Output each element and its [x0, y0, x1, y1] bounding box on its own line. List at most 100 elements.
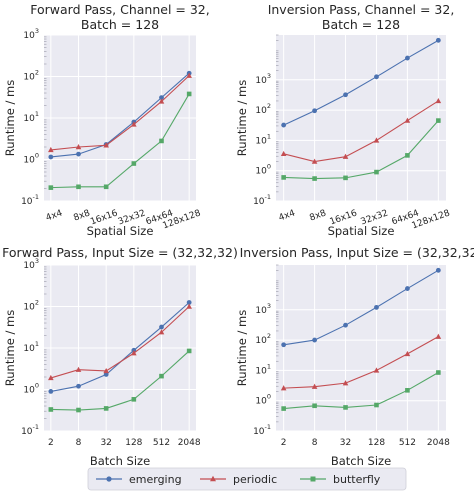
data-point-periodic [75, 144, 82, 150]
legend-marker-butterfly [310, 476, 316, 482]
subplot-forward-batch: 10-1 100 101 102 103 2 8 32 128 512 2048 Forward Pa… [2, 245, 238, 468]
y-tick-label: 100 [23, 152, 39, 166]
y-tick-label: 103 [23, 27, 39, 41]
data-point-butterfly [131, 397, 137, 402]
data-point-periodic [311, 158, 318, 164]
data-point-butterfly [103, 184, 109, 190]
series-line-emerging [50, 72, 190, 158]
data-point-emerging [159, 95, 164, 101]
series-line-butterfly [50, 350, 190, 411]
data-point-periodic [186, 303, 192, 309]
series-line-periodic [283, 100, 439, 163]
data-point-periodic [186, 72, 192, 78]
legend-label: emerging [129, 473, 182, 486]
data-point-emerging [76, 151, 81, 157]
data-point-emerging [312, 337, 317, 343]
x-tick-label: 2 [281, 438, 287, 448]
series-line-butterfly [283, 120, 439, 180]
x-tick-label: 128 [368, 438, 385, 448]
data-point-emerging [281, 342, 287, 348]
series-line-periodic [50, 75, 190, 151]
data-point-emerging [435, 267, 441, 273]
chart-title: Inversion Pass, Channel = 32, [268, 2, 455, 17]
data-point-butterfly [131, 161, 137, 166]
data-point-butterfly [281, 175, 286, 180]
data-point-butterfly [48, 185, 54, 190]
data-point-emerging [343, 322, 348, 328]
data-point-butterfly [436, 118, 441, 123]
legend-marker-emerging [106, 476, 112, 482]
data-point-periodic [48, 374, 54, 381]
data-point-periodic [342, 153, 349, 159]
data-point-periodic [131, 121, 137, 127]
data-point-butterfly [312, 176, 317, 181]
data-point-butterfly [48, 407, 54, 412]
y-tick-label: 10-1 [21, 423, 39, 437]
data-point-butterfly [405, 153, 410, 158]
data-point-butterfly [343, 405, 348, 410]
series-line-butterfly [283, 372, 439, 410]
data-point-butterfly [312, 403, 317, 409]
y-tick-label: 10-1 [253, 423, 271, 437]
data-point-emerging [48, 388, 54, 394]
x-tick-label: 512 [399, 438, 416, 448]
chart-title: Forward Pass, Channel = 32, [30, 2, 209, 17]
x-axis-label: Batch Size [331, 454, 391, 468]
x-tick-label: 512 [153, 438, 170, 448]
data-point-emerging [48, 154, 54, 160]
chart-title: Batch = 128 [81, 17, 159, 32]
y-tick-label: 102 [255, 102, 271, 116]
data-point-periodic [103, 367, 109, 374]
y-axis-label: Runtime / ms [3, 310, 17, 386]
data-point-periodic [311, 383, 318, 389]
data-point-emerging [405, 286, 410, 291]
data-point-periodic [373, 367, 380, 373]
y-axis-label: Runtime / ms [3, 80, 17, 156]
data-point-periodic [404, 350, 411, 357]
data-point-periodic [404, 117, 411, 123]
plot-area [276, 35, 446, 201]
data-point-butterfly [374, 169, 379, 175]
y-tick-label: 102 [23, 299, 39, 313]
x-tick-label: 8x8 [308, 208, 327, 223]
data-point-periodic [435, 333, 442, 339]
data-point-emerging [343, 92, 348, 98]
data-point-emerging [159, 324, 164, 330]
data-point-emerging [281, 122, 287, 128]
x-tick-label: 4x4 [45, 208, 64, 223]
chart-title: Batch = 128 [322, 17, 400, 32]
x-tick-label: 32 [100, 438, 111, 448]
data-point-butterfly [76, 407, 81, 413]
x-tick-label: 8 [76, 438, 82, 448]
data-point-emerging [435, 37, 441, 43]
data-point-periodic [342, 380, 349, 386]
y-tick-label: 101 [23, 340, 39, 354]
data-point-periodic [131, 350, 137, 356]
y-tick-label: 100 [255, 393, 271, 407]
y-tick-label: 101 [255, 132, 271, 146]
y-tick-label: 100 [23, 382, 39, 396]
y-tick-label: 102 [23, 69, 39, 83]
data-point-periodic [75, 366, 82, 372]
data-point-periodic [158, 98, 165, 104]
series-line-butterfly [50, 93, 190, 189]
data-point-butterfly [186, 348, 192, 354]
data-point-butterfly [186, 91, 192, 97]
x-tick-label: 2048 [178, 438, 201, 448]
y-tick-label: 10-1 [253, 193, 271, 207]
data-point-butterfly [405, 388, 410, 393]
y-tick-label: 10-1 [21, 193, 39, 207]
data-point-periodic [435, 97, 442, 104]
series-line-periodic [50, 306, 190, 379]
data-point-emerging [103, 372, 109, 377]
y-axis-label: Runtime / ms [235, 80, 249, 156]
data-point-butterfly [159, 138, 164, 144]
legend: emerging periodic butterfly [87, 467, 407, 491]
x-tick-label: 128 [125, 438, 142, 448]
x-tick-label: 2 [48, 438, 54, 448]
data-point-butterfly [436, 370, 441, 375]
data-point-periodic [373, 137, 380, 143]
